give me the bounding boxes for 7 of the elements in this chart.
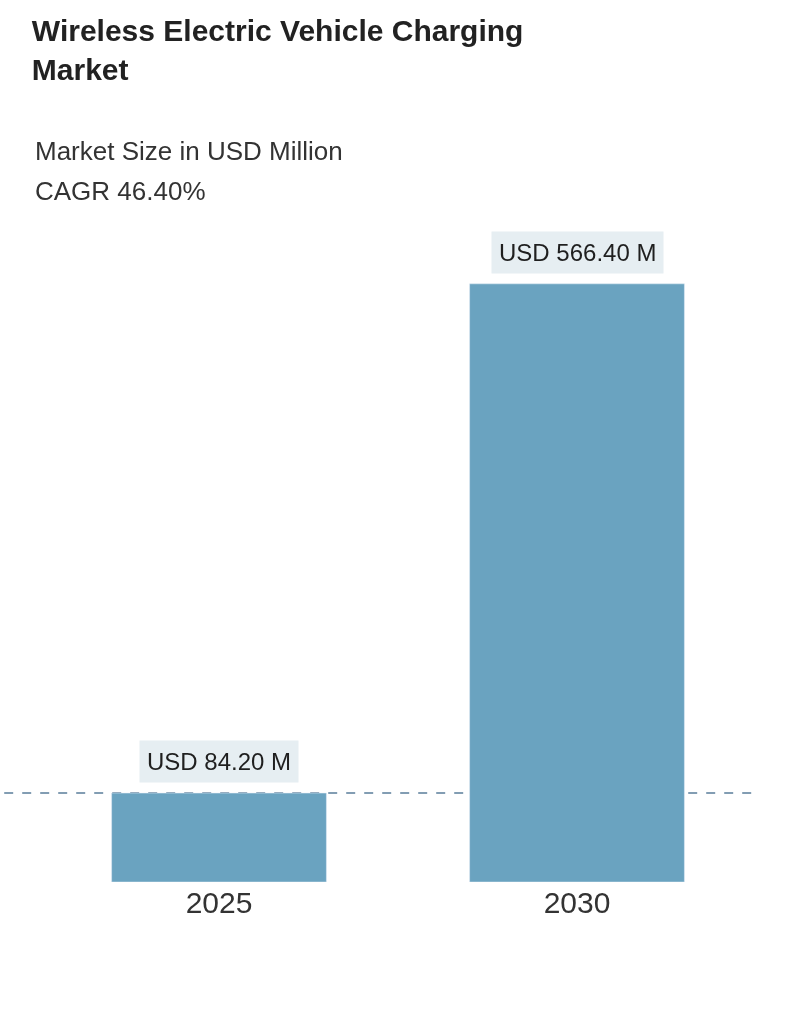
chart-title: Wireless Electric Vehicle Charging Market (31, 14, 524, 87)
chart-subtitle: Market Size in USD Million (35, 136, 343, 166)
data-label: USD 566.40 M (499, 239, 657, 266)
text: CAGR 46.40% (35, 176, 206, 206)
data-label: USD 84.20 M (147, 748, 292, 775)
x-tick-label: 2030 (543, 886, 611, 919)
x-tick-label: 2025 (185, 886, 253, 919)
